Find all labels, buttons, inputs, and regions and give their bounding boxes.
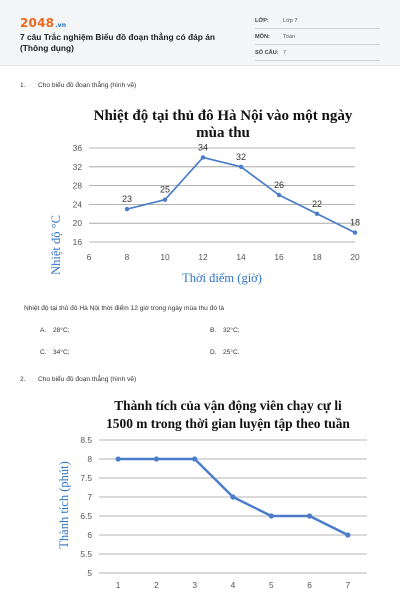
x-tick-label: 2 (154, 580, 159, 590)
question-1-prompt: 1. Cho biểu đồ đoạn thẳng (hình vẽ) (20, 82, 136, 89)
meta-row-subject: MÔN: Toán (255, 29, 380, 45)
worksheet-title: 7 câu Trắc nghiệm Biểu đồ đoạn thẳng có … (20, 32, 215, 53)
answer-option-d[interactable]: D. 25°C. (210, 349, 240, 356)
running-time-line-chart: Thành tích của vận động viên chạy cự li … (57, 398, 367, 590)
data-label: 18 (350, 218, 360, 228)
chart-title-line-1: Nhiệt độ tại thủ đô Hà Nội vào một ngày (94, 108, 353, 124)
y-tick-label: 8 (87, 454, 92, 464)
data-point (124, 206, 130, 212)
question-2-prompt: 2. Cho biểu đồ đoạn thẳng (hình vẽ) (20, 376, 136, 383)
data-point (115, 456, 121, 462)
x-tick-label: 1 (116, 580, 121, 590)
answer-option-c[interactable]: C. 34°C; (40, 349, 70, 356)
temperature-line-chart: Nhiệt độ tại thủ đô Hà Nội vào một ngày … (49, 108, 360, 285)
data-label: 32 (236, 152, 246, 162)
data-point (345, 532, 351, 538)
option-key: D. (210, 349, 217, 356)
worksheet-header: 2048.vn 7 câu Trắc nghiệm Biểu đồ đoạn t… (0, 0, 400, 66)
x-tick-label: 4 (231, 580, 236, 590)
x-tick-label: 6 (307, 580, 312, 590)
question-number: 2. (20, 376, 26, 383)
data-point (306, 513, 313, 519)
x-tick-label: 8 (125, 252, 130, 262)
question-number: 1. (20, 82, 26, 89)
meta-value: Lớp 7 (283, 18, 298, 24)
question-prompt: Cho biểu đồ đoạn thẳng (hình vẽ) (38, 376, 137, 383)
meta-row-grade: LỚP: Lớp 7 (255, 13, 380, 29)
data-label: 23 (122, 194, 132, 204)
x-tick-label: 14 (236, 252, 246, 262)
data-point (314, 211, 320, 216)
logo-text: 2048 (20, 16, 55, 30)
data-label: 34 (198, 142, 208, 152)
meta-value: Toán (283, 34, 296, 40)
meta-key: SỐ CÂU: (255, 50, 279, 56)
y-axis-label: Nhiệt độ °C (49, 215, 63, 275)
y-tick-label: 7.5 (80, 473, 92, 483)
x-tick-label: 20 (350, 252, 360, 262)
x-tick-label: 10 (160, 252, 170, 262)
data-point (276, 192, 282, 198)
data-label: 26 (274, 180, 284, 190)
option-text: 32°C; (223, 327, 240, 334)
question-1-stem: Nhiệt độ tại thủ đô Hà Nội thời điểm 12 … (24, 305, 224, 312)
answer-option-a[interactable]: A. 28°C; (40, 327, 70, 334)
data-point (238, 164, 244, 169)
y-tick-label: 20 (73, 218, 83, 228)
site-logo[interactable]: 2048.vn (20, 16, 66, 30)
data-point (153, 456, 160, 462)
question-prompt: Cho biểu đồ đoạn thẳng (hình vẽ) (38, 82, 137, 89)
x-tick-label: 16 (274, 252, 284, 262)
answer-option-b[interactable]: B. 32°C; (210, 327, 240, 334)
data-point (200, 155, 206, 160)
meta-key: MÔN: (255, 34, 270, 40)
option-text: 25°C. (223, 349, 240, 356)
option-key: A. (40, 327, 47, 334)
option-key: C. (40, 349, 47, 356)
y-tick-label: 6.5 (80, 511, 92, 521)
y-tick-label: 16 (73, 237, 83, 247)
x-axis-label: Thời điểm (giờ) (182, 271, 262, 285)
data-point (230, 494, 236, 500)
y-tick-label: 5 (87, 568, 92, 578)
chart-title-line-1: Thành tích của vận động viên chạy cự li (114, 398, 342, 413)
meta-value: 7 (283, 50, 287, 56)
y-axis-label: Thành tích (phút) (57, 461, 71, 548)
y-tick-label: 32 (73, 162, 83, 172)
option-text: 28°C; (53, 327, 70, 334)
y-tick-label: 8.5 (80, 435, 92, 445)
y-tick-label: 28 (73, 181, 83, 191)
y-tick-label: 36 (73, 143, 83, 153)
data-point (192, 456, 198, 462)
option-text: 34°C; (53, 349, 70, 356)
data-label: 22 (312, 199, 322, 209)
x-tick-label: 5 (269, 580, 274, 590)
x-tick-label: 12 (198, 252, 208, 262)
chart-title-line-2: 1500 m trong thời gian luyện tập theo tu… (106, 416, 350, 431)
chart-title-line-2: mùa thu (196, 125, 250, 141)
y-tick-label: 6 (87, 530, 92, 540)
y-tick-label: 7 (87, 492, 92, 502)
logo-suffix: .vn (55, 22, 67, 29)
data-point (162, 197, 168, 202)
data-label: 25 (160, 185, 170, 195)
x-tick-label: 7 (346, 580, 351, 590)
x-tick-label: 3 (192, 580, 197, 590)
x-tick-label: 18 (312, 252, 322, 262)
y-tick-label: 24 (73, 199, 83, 209)
meta-key: LỚP: (255, 18, 269, 24)
y-tick-label: 5.5 (80, 549, 92, 559)
data-point (352, 230, 358, 235)
meta-row-count: SỐ CÂU: 7 (255, 45, 380, 61)
option-key: B. (210, 327, 217, 334)
data-point (268, 513, 274, 519)
x-tick-label: 6 (87, 252, 92, 262)
